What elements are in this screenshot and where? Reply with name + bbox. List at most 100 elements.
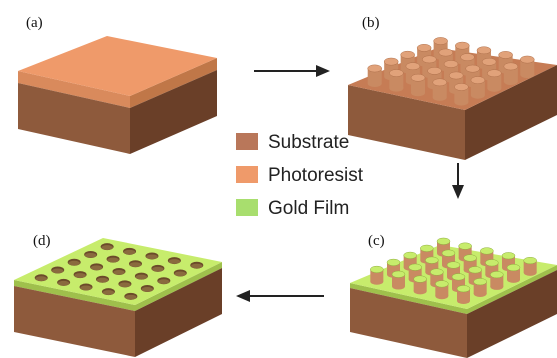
panel-a-block-substrate-right-face <box>130 70 217 154</box>
panel-d-hole-floor <box>96 277 109 283</box>
panel-c-pillar-gold-cap <box>413 275 427 283</box>
panel-c-pillar-gold-cap <box>430 268 444 276</box>
panel-c-pillar-base <box>457 297 470 305</box>
panel-b-pillar-top <box>481 57 497 66</box>
panel-d-hole-floor <box>174 271 187 277</box>
panel-d-hole-floor <box>113 270 125 275</box>
panel-c-pillar-gold-cap <box>451 273 466 281</box>
panel-b-pillar-top <box>416 44 432 52</box>
panel-b-pillar-top <box>465 64 480 73</box>
panel-b-pillar-top <box>389 69 404 77</box>
panel-a-substrate-photoresist <box>18 36 217 154</box>
panel-b-pillar-top <box>443 60 459 68</box>
panel-b-pillar-top <box>400 50 415 59</box>
panel-c-pillar-base <box>507 276 520 283</box>
panel-b-pillar-body <box>432 82 447 98</box>
panel-b-block-substrate-right-face <box>465 65 557 160</box>
panel-d-gold-hole-array <box>14 238 222 357</box>
panel-b-pillar-top <box>448 71 464 80</box>
panel-b-pillar-top <box>520 55 535 64</box>
panel-b-pillar-base <box>367 79 382 88</box>
panel-b-pillar-base <box>389 84 404 92</box>
panel-b-pillar-base <box>411 89 426 97</box>
panel-a-block-photoresist-right-face <box>130 58 217 108</box>
panel-b-pillar-top <box>422 55 437 64</box>
panel-d-hole-floor <box>107 257 119 263</box>
panel-d-hole-floor <box>141 287 154 292</box>
panel-c-pillar-gold-cap <box>403 251 417 259</box>
panel-d-block-substrate-right-face <box>135 268 222 357</box>
panel-d-hole-floor <box>102 290 115 295</box>
panel-a-label: (a) <box>26 15 43 31</box>
panel-a-block-top-face <box>18 36 217 96</box>
panel-b-pillar-top <box>438 48 454 57</box>
panel-c-pillar-gold-cap <box>485 259 499 267</box>
panel-b-pillar-top <box>383 57 399 66</box>
panel-c-pillar-base <box>392 282 405 290</box>
panel-c-pillar-gold-cap <box>480 247 494 255</box>
panel-c-pillar-body <box>403 255 417 268</box>
panel-d-hole-floor <box>168 259 181 264</box>
panel-b-pillar-body <box>367 68 382 84</box>
panel-c-pillar-base <box>490 283 504 290</box>
panel-d-hole-floor <box>35 276 48 282</box>
panel-b-pillar-top <box>487 69 502 78</box>
panel-b-pillar-top <box>476 46 492 55</box>
panel-c-pillar-body <box>502 255 515 268</box>
panel-d-hole-floor <box>119 282 131 288</box>
panel-c-pillar-base <box>523 269 537 276</box>
panel-b-pillar-top <box>454 83 469 91</box>
panel-c-pillar-body <box>420 248 434 261</box>
panel-c-pillar-body <box>442 253 455 266</box>
legend-swatch-gold-film <box>236 199 258 216</box>
panel-b-pillar-base <box>520 70 535 79</box>
panel-d-hole-floor <box>84 252 97 258</box>
panel-d-hole-floor <box>125 294 137 300</box>
panel-d-hole-floor <box>80 285 92 291</box>
panel-b-pillar-top <box>410 73 426 82</box>
panel-a-block-photoresist-left-face <box>18 71 130 108</box>
panel-d-block-substrate-left-face <box>14 286 135 357</box>
panel-b-pillar-body <box>411 77 426 93</box>
panel-c-pillar-gold-cap <box>441 249 456 257</box>
panel-c-pillar-base <box>370 278 384 285</box>
panel-b-pillar-body <box>487 73 502 89</box>
panel-c-pillar-gold-cap <box>425 256 439 264</box>
panel-d-block-gold-left-face <box>14 280 135 311</box>
panel-b-pillar-top <box>367 64 382 73</box>
panel-b-label: (b) <box>362 15 380 31</box>
panel-c-pillar-gold-cap <box>408 263 422 271</box>
panel-c-block-substrate-right-face <box>467 270 557 358</box>
panel-b-pillar-top <box>470 76 486 84</box>
legend-label-substrate: Substrate <box>268 132 349 153</box>
legend-label-photoresist: Photoresist <box>268 165 364 186</box>
panel-d-hole-floor <box>152 266 164 272</box>
panel-d-hole-floor <box>158 279 170 285</box>
panel-c-pillar-gold-cap <box>386 258 401 266</box>
panel-c-pillar-base <box>413 287 427 295</box>
panel-c-pillar-base <box>473 290 487 297</box>
arrow-right-head <box>316 65 330 77</box>
panel-c-pillar-gold-cap <box>473 278 487 286</box>
process-arrows <box>236 65 464 302</box>
panel-d-hole-floor <box>90 265 103 271</box>
panel-d-hole-floor <box>190 263 203 269</box>
panel-d-block-gold-right-face <box>135 262 222 311</box>
panel-c-pillar-gold-cap <box>458 242 472 250</box>
panel-c-label: (c) <box>368 233 385 249</box>
panel-b-pillar-body <box>389 73 404 89</box>
panel-b-pillar-top <box>498 51 513 59</box>
panel-b-pillar-base <box>503 77 518 86</box>
panel-c-pillar-gold-cap <box>446 261 461 269</box>
panel-c-pillar-body <box>480 250 494 263</box>
panel-b-pillar-top <box>405 62 421 71</box>
panel-b-pillar-top <box>455 41 470 50</box>
panel-b-pillar-base <box>470 91 485 99</box>
panel-d-hole-floor <box>57 280 70 286</box>
panel-c-block-substrate-left-face <box>350 288 467 358</box>
panel-d-hole-floor <box>123 249 136 255</box>
panel-d-label: (d) <box>33 233 51 249</box>
panel-d-hole-floor <box>74 273 86 278</box>
panel-c-block-gold-right-face <box>467 265 557 314</box>
